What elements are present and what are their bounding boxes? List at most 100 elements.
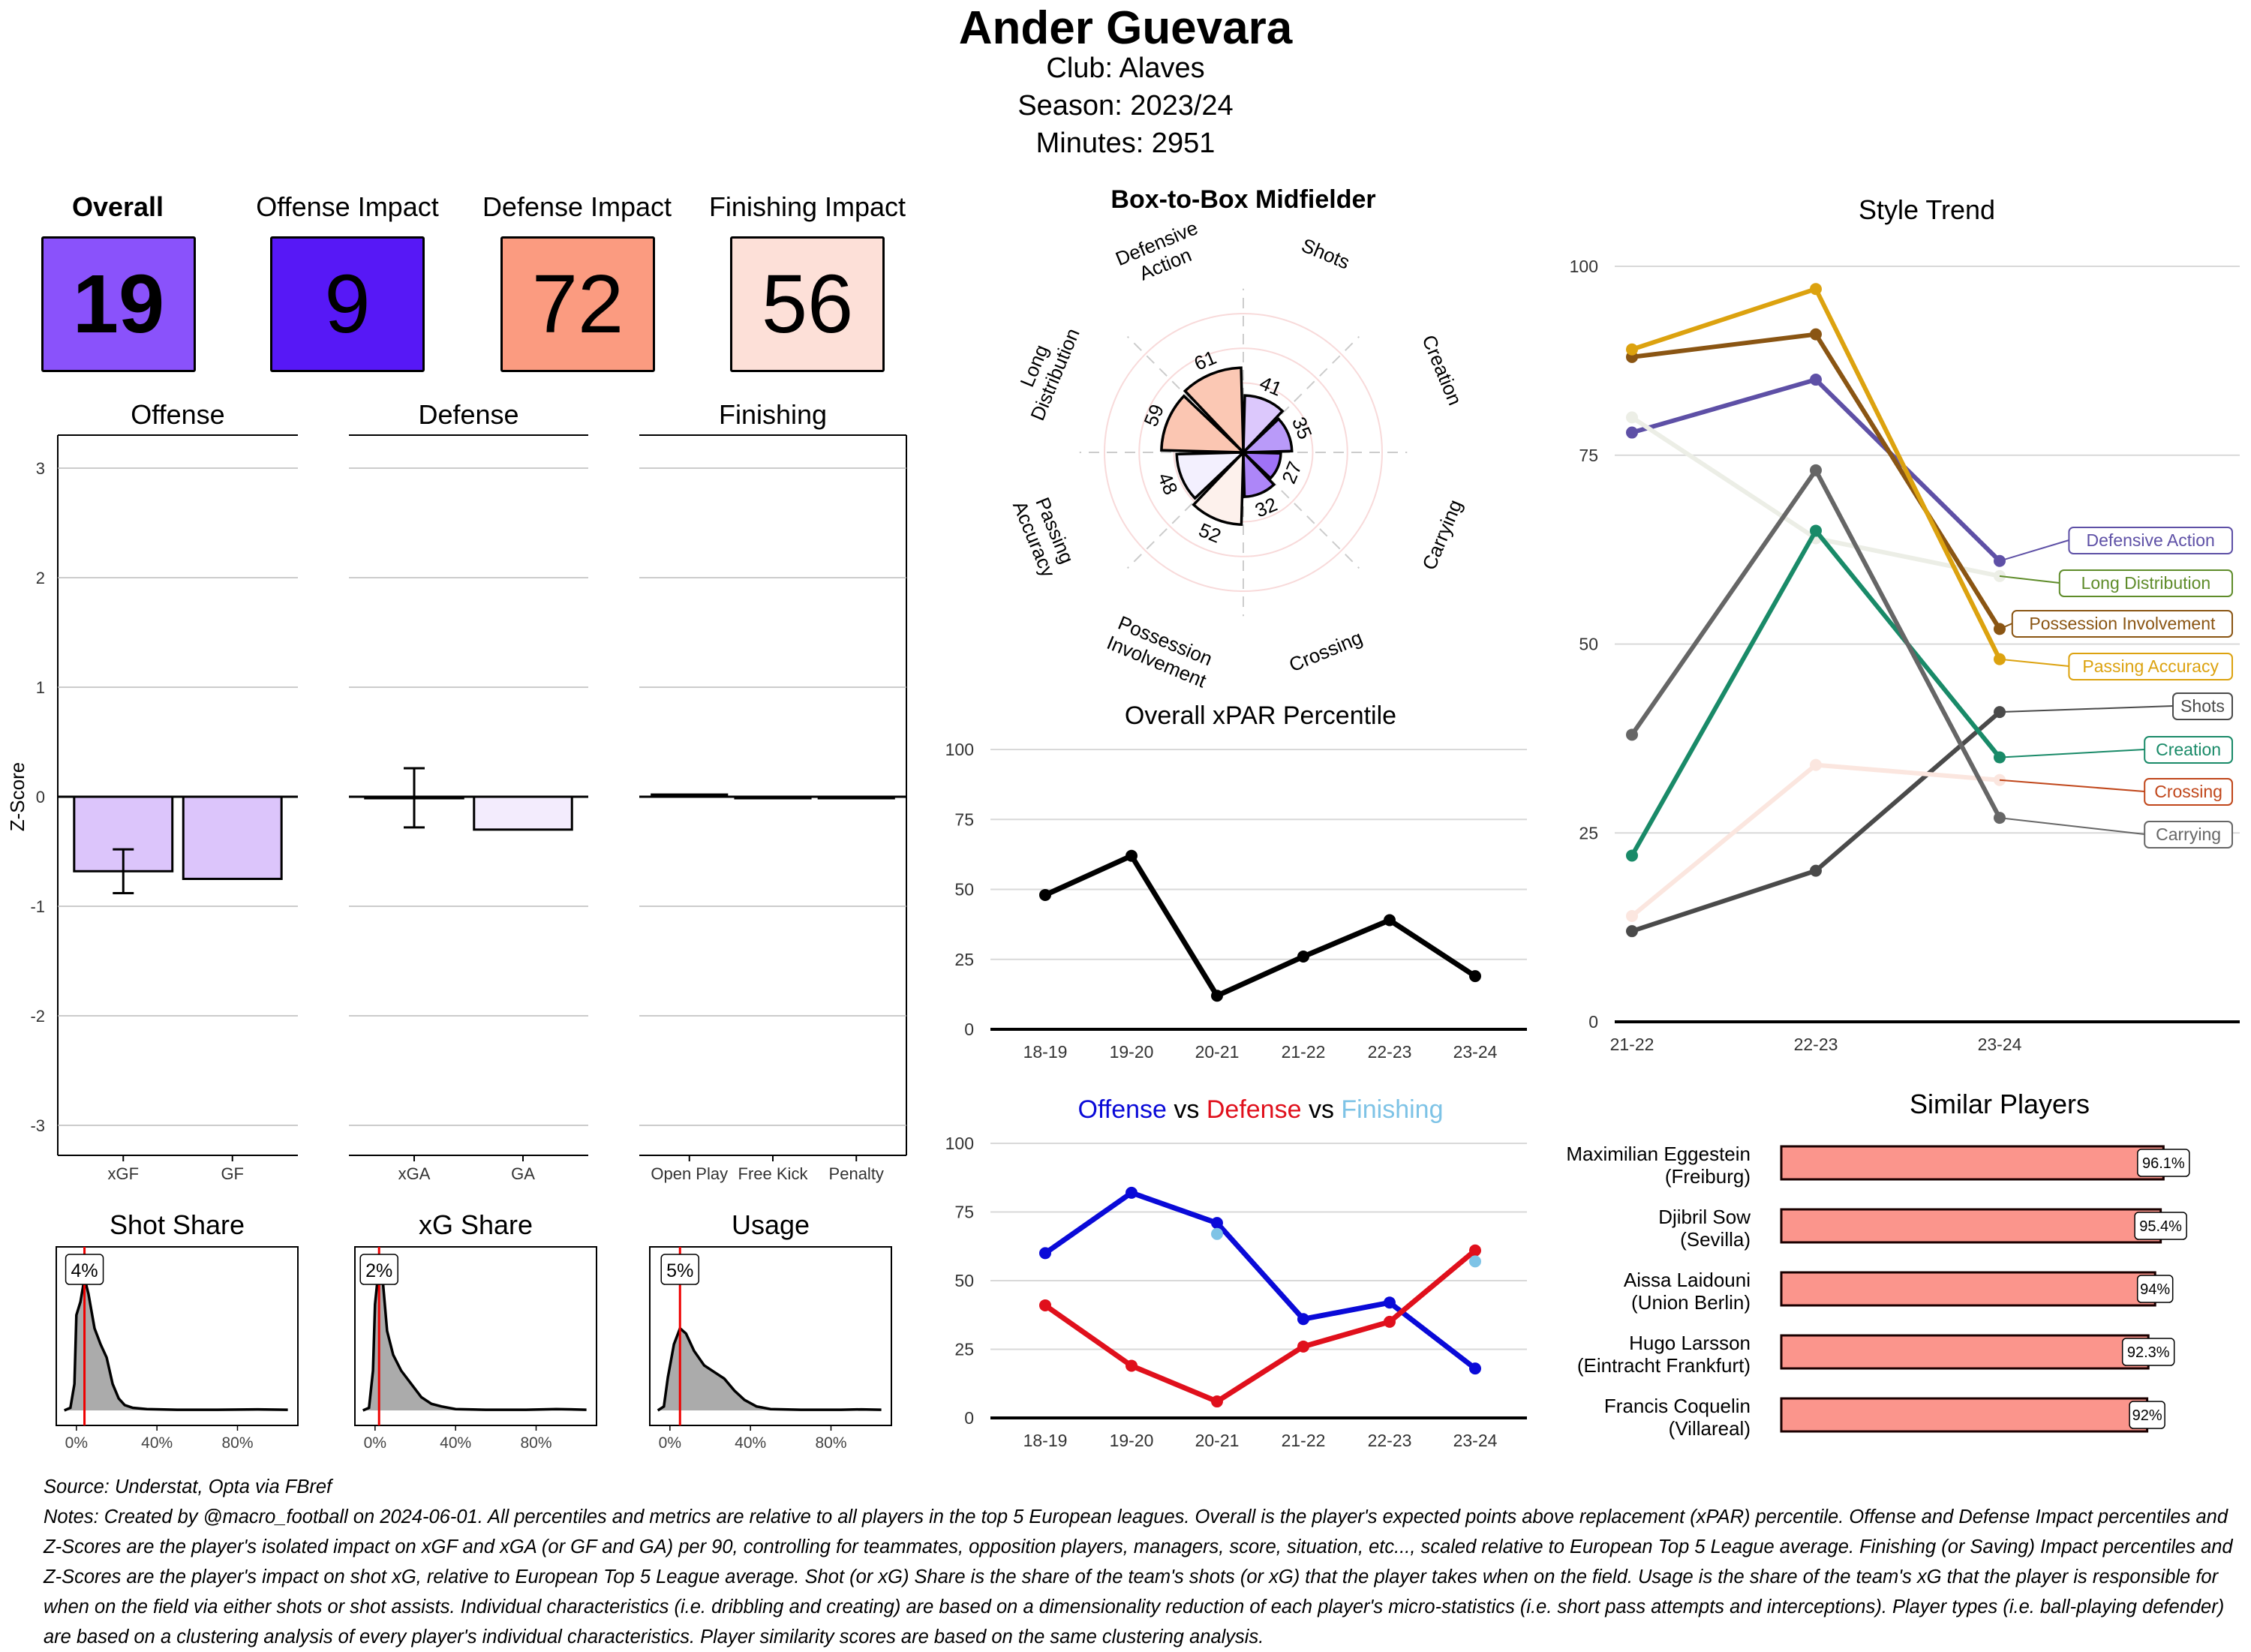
xpar-point (1039, 888, 1051, 901)
ovd-point-offense (1384, 1296, 1396, 1309)
density-xtick-label: 0% (65, 1434, 88, 1452)
score-box-overall: 19 (41, 236, 196, 372)
ytick-label: 25 (954, 1340, 974, 1359)
style-label-box (2144, 778, 2233, 806)
radar-value-label: 41 (1257, 371, 1285, 401)
style-label: Defensive Action (2087, 530, 2215, 550)
style-point (1810, 283, 1822, 296)
radar-category-label: PossessionInvolvement (1104, 610, 1219, 692)
ytick-label: 100 (945, 1134, 974, 1153)
similar-player-name: Aissa Laidouni (1624, 1269, 1751, 1291)
similar-value-box (2121, 1338, 2175, 1366)
marker-label: 2% (365, 1260, 392, 1281)
ovd-point-offense (1126, 1186, 1138, 1199)
club-line: Club: Alaves (1046, 53, 1205, 84)
style-line (1630, 762, 2000, 918)
radar-wedge (1192, 449, 1245, 526)
similar-player-name: Francis Coquelin (1604, 1395, 1751, 1417)
style-label: Passing Accuracy (2082, 656, 2219, 676)
style-label-connector (1999, 623, 2013, 630)
ytick-label: 0 (964, 1408, 974, 1428)
offense-defense-chart: Offense vs Defense vs Finishing 0 25 50 75 10… (945, 1095, 1527, 1450)
similar-player-club: (Union Berlin) (1631, 1291, 1751, 1314)
xtick-label: 21-22 (1282, 1042, 1326, 1062)
density-curve (64, 1278, 288, 1412)
density-xtick-label: 80% (520, 1434, 551, 1452)
radar-value-label: 27 (1277, 458, 1306, 487)
zscore-ytick-label: -2 (30, 1007, 45, 1026)
density-xtick-label: 40% (141, 1434, 173, 1452)
marker-label-box (660, 1254, 699, 1285)
style-label-connector (1999, 705, 2174, 713)
similar-value-label: 94% (2140, 1281, 2170, 1298)
xtick-label: 21-22 (1282, 1431, 1326, 1450)
ovd-title: Offense vs Defense vs Finishing (1078, 1095, 1444, 1124)
ovd-point-defense (1211, 1395, 1223, 1408)
density-xtick-label: 80% (815, 1434, 846, 1452)
style-label-connector (1999, 779, 2145, 792)
radar-category-line: Crossing (1286, 626, 1366, 676)
style-title: Style Trend (1859, 194, 1995, 225)
xpar-point (1211, 990, 1223, 1002)
radar-wedge (1242, 394, 1285, 456)
density-xtick-label: 0% (659, 1434, 681, 1452)
xtick-label: 22-23 (1368, 1042, 1412, 1062)
source-note: Source: Understat, Opta via FBref (44, 1476, 332, 1497)
ovd-point-defense (1469, 1244, 1481, 1257)
similar-player-club: (Villareal) (1669, 1417, 1751, 1440)
radar-value-label: 61 (1191, 346, 1219, 375)
zscore-ytick-label: 3 (36, 459, 45, 478)
zscore-bar (182, 795, 283, 880)
zscore-axis-label: Z-Score (6, 762, 29, 831)
ovd-point-defense (1384, 1315, 1396, 1328)
ytick-label: 25 (954, 950, 974, 969)
ytick-label: 100 (1570, 257, 1598, 276)
style-point (1810, 524, 1822, 537)
zscore-panel-title: Defense (418, 399, 518, 430)
similar-bar (1780, 1397, 2149, 1433)
similar-value-label: 95.4% (2139, 1218, 2182, 1235)
marker-label-box (65, 1254, 104, 1285)
xpar-point (1384, 914, 1396, 927)
style-label-box (2068, 653, 2233, 680)
similar-value-label: 92% (2132, 1407, 2162, 1424)
style-label: Long Distribution (2081, 573, 2211, 593)
radar-category-line: Carrying (1417, 497, 1466, 573)
style-label: Carrying (2156, 824, 2221, 844)
xtick-label: 21-22 (1610, 1035, 1654, 1054)
ovd-point-defense (1039, 1299, 1051, 1311)
score-label-defense: Defense Impact (482, 191, 672, 222)
density-charts: Shot Share 4% 0% 40% 80% xG Share 2% 0% 40% 80% Us… (56, 1209, 892, 1452)
score-label-finishing: Finishing Impact (708, 191, 906, 222)
density-area (657, 1328, 882, 1410)
marker-label: 5% (666, 1260, 693, 1281)
zscore-xtick-label: GA (511, 1164, 535, 1183)
ytick-label: 75 (954, 809, 974, 829)
score-box-finishing: 56 (730, 236, 885, 372)
radar-value-label: 35 (1288, 413, 1317, 442)
ovd-title-part: Defense (1199, 1095, 1301, 1124)
zscore-xtick-label: xGF (107, 1164, 139, 1183)
ovd-title-part: Finishing (1334, 1095, 1444, 1124)
similar-player-name: Djibril Sow (1658, 1206, 1751, 1228)
ovd-title-part: Offense (1078, 1095, 1167, 1124)
radar-wedge (1240, 416, 1294, 454)
style-label: Possession Involvement (2029, 614, 2216, 633)
similar-bar (1780, 1145, 2165, 1181)
radar-category-line: Creation (1417, 332, 1466, 408)
density-title: xG Share (419, 1209, 533, 1240)
similar-bar (1780, 1334, 2150, 1370)
ytick-label: 0 (1588, 1012, 1598, 1032)
xtick-label: 22-23 (1368, 1431, 1412, 1450)
style-label-connector (1999, 575, 2060, 584)
xtick-label: 19-20 (1110, 1431, 1154, 1450)
ytick-label: 50 (954, 1271, 974, 1290)
similar-player-club: (Sevilla) (1680, 1228, 1751, 1251)
ovd-line-defense (1043, 1248, 1477, 1404)
ytick-label: 75 (1579, 446, 1598, 465)
ytick-label: 100 (945, 740, 974, 759)
style-point (1626, 426, 1638, 439)
ytick-label: 0 (964, 1020, 974, 1039)
minutes-line: Minutes: 2951 (1035, 128, 1216, 159)
